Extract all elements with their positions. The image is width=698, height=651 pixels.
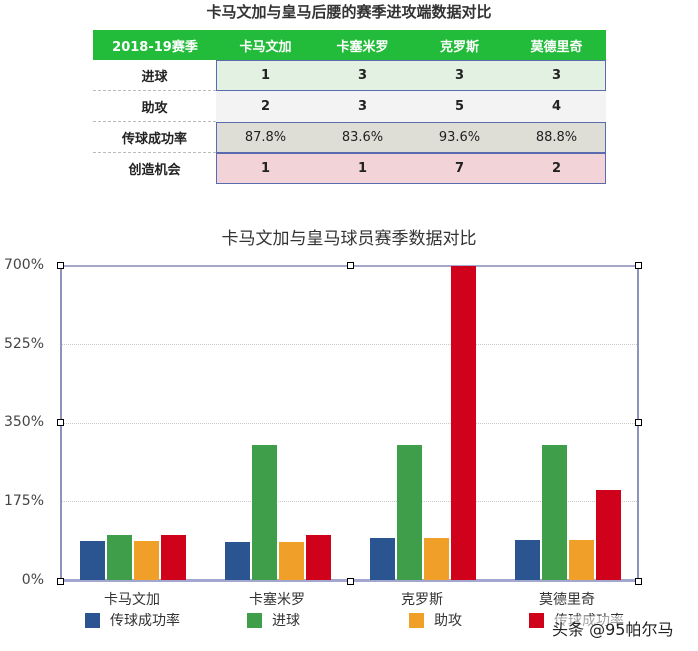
row-label: 创造机会 — [128, 163, 181, 178]
cell: 5 — [454, 99, 465, 114]
table-header-row: 2018-19赛季 卡马文加 卡塞米罗 克罗斯 莫德里奇 — [93, 30, 606, 60]
legend-item[interactable]: 传球成功率 — [85, 610, 247, 630]
y-tick: 175% — [3, 493, 44, 509]
cell: 3 — [551, 68, 562, 83]
row-label: 传球成功率 — [93, 122, 216, 153]
cell: 83.6% — [341, 130, 384, 145]
legend-swatch-icon — [85, 612, 100, 628]
cell: 1 — [357, 161, 368, 176]
table-row-pass-rate: 传球成功率 87.8% 83.6% 93.6% 88.8% — [93, 122, 606, 153]
bar[interactable] — [279, 542, 304, 580]
table-title: 卡马文加与皇马后腰的赛季进攻端数据对比 — [206, 3, 492, 21]
bar[interactable] — [542, 445, 567, 580]
legend-swatch-icon — [247, 612, 262, 628]
legend-item[interactable]: 进球 — [247, 610, 409, 630]
bar[interactable] — [225, 542, 250, 580]
resize-handle[interactable] — [57, 262, 64, 269]
legend-swatch-icon — [409, 612, 424, 628]
cell: 87.8% — [244, 130, 287, 145]
header-season: 2018-19赛季 — [112, 39, 198, 55]
bar[interactable] — [161, 535, 186, 580]
plot-area[interactable] — [57, 262, 642, 585]
cell: 88.8% — [535, 130, 578, 145]
bar[interactable] — [569, 540, 594, 580]
legend-item[interactable]: 助攻 — [409, 610, 529, 630]
x-label: 莫德里奇 — [539, 592, 595, 608]
cell: 3 — [454, 68, 465, 83]
row-label: 助攻 — [93, 91, 216, 122]
bar[interactable] — [306, 535, 331, 580]
y-tick: 700% — [3, 257, 44, 273]
legend-label: 进球 — [272, 613, 300, 629]
row-label: 进球 — [93, 60, 216, 91]
cell: 4 — [551, 99, 562, 114]
resize-handle[interactable] — [635, 262, 642, 269]
header-player: 克罗斯 — [439, 39, 479, 55]
resize-handle[interactable] — [347, 578, 354, 585]
bar[interactable] — [515, 540, 540, 580]
cell: 93.6% — [438, 130, 481, 145]
resize-handle[interactable] — [635, 578, 642, 585]
bar[interactable] — [252, 445, 277, 580]
table-row-assists: 助攻 2 3 5 4 — [93, 91, 606, 122]
table-row-chances: 创造机会 1 1 7 2 — [93, 153, 606, 184]
bar-chart[interactable]: 700% 525% 350% 175% 0% 卡马文加 卡塞米罗 克罗斯 莫德里… — [0, 250, 698, 650]
y-tick: 525% — [3, 336, 44, 352]
y-tick: 350% — [3, 414, 44, 430]
y-tick: 0% — [21, 572, 44, 588]
bar[interactable] — [107, 535, 132, 580]
cell: 7 — [454, 161, 465, 176]
gridline — [62, 423, 637, 424]
resize-handle[interactable] — [635, 419, 642, 426]
resize-handle[interactable] — [57, 578, 64, 585]
cell: 1 — [260, 161, 271, 176]
bar[interactable] — [451, 266, 476, 580]
cell: 1 — [260, 68, 271, 83]
gridline — [62, 501, 637, 502]
bar[interactable] — [424, 538, 449, 580]
bar[interactable] — [80, 541, 105, 580]
legend-label: 助攻 — [434, 613, 462, 629]
table-row-goals: 进球 1 3 3 3 — [93, 60, 606, 91]
x-label: 卡塞米罗 — [249, 592, 305, 608]
cell: 3 — [357, 68, 368, 83]
resize-handle[interactable] — [57, 419, 64, 426]
header-player: 卡马文加 — [239, 39, 292, 55]
x-label: 卡马文加 — [104, 592, 160, 608]
legend-swatch-icon — [529, 612, 544, 628]
stats-table: 2018-19赛季 卡马文加 卡塞米罗 克罗斯 莫德里奇 进球 1 3 3 3 … — [93, 30, 606, 184]
resize-handle[interactable] — [347, 262, 354, 269]
header-player: 卡塞米罗 — [336, 39, 389, 55]
bar[interactable] — [370, 538, 395, 580]
chart-title: 卡马文加与皇马球员赛季数据对比 — [221, 229, 477, 249]
cell: 2 — [260, 99, 271, 114]
gridline — [62, 344, 637, 345]
bar[interactable] — [397, 445, 422, 580]
x-label: 克罗斯 — [401, 592, 443, 608]
bar[interactable] — [134, 541, 159, 580]
watermark: 头条 @95帕尔马 — [552, 616, 674, 640]
bar[interactable] — [596, 490, 621, 580]
cell: 2 — [551, 161, 562, 176]
header-player: 莫德里奇 — [530, 39, 583, 55]
cell: 3 — [357, 99, 368, 114]
legend-label: 传球成功率 — [110, 613, 180, 629]
